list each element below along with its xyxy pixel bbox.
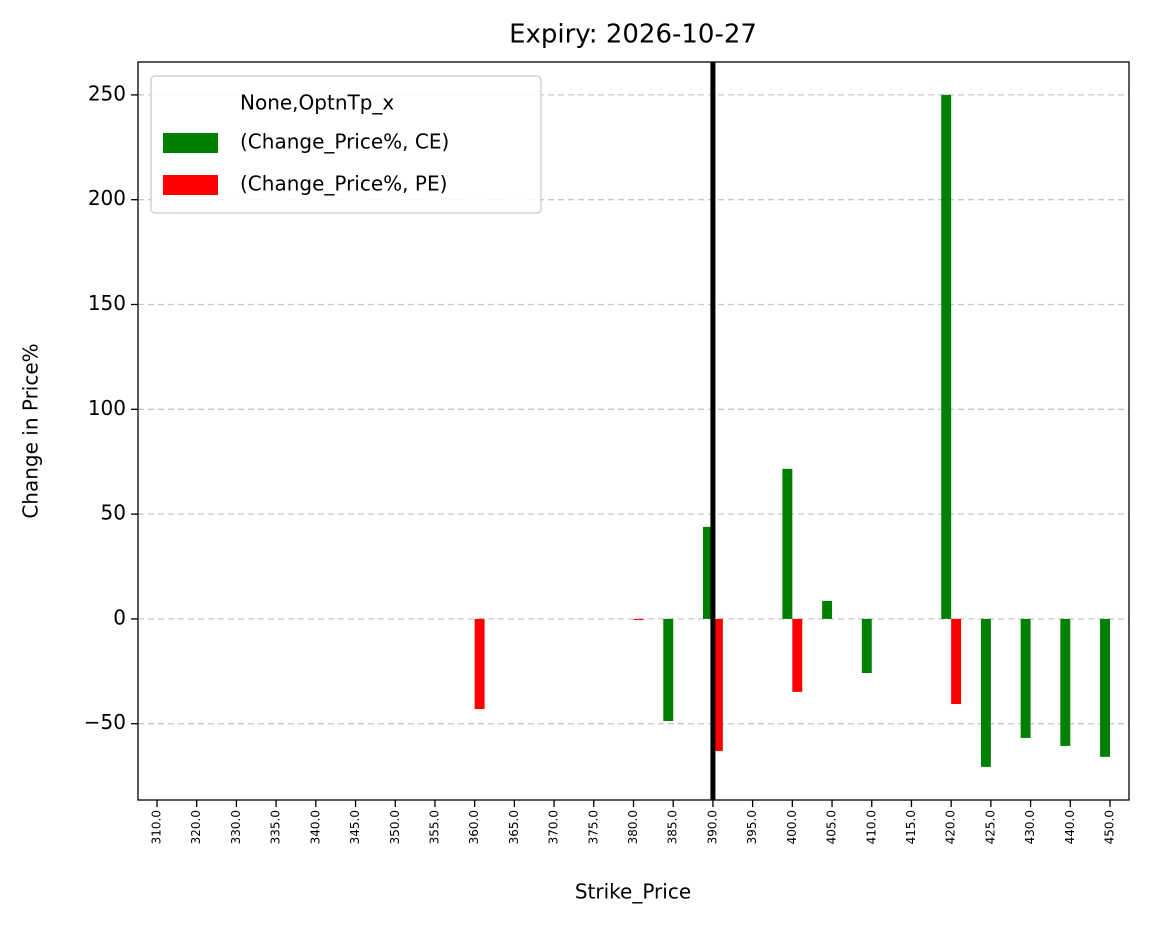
legend-swatch [163,175,218,195]
x-tick-label: 350.0 [388,810,402,844]
y-tick-label: 0 [113,605,126,629]
bar [792,618,803,692]
x-tick-label: 310.0 [150,810,164,844]
x-tick-label: 430.0 [1023,810,1037,844]
x-tick-label: 405.0 [825,810,839,844]
bar [782,468,793,619]
x-tick-label: 400.0 [785,810,799,844]
x-tick-label: 425.0 [983,810,997,844]
x-tick-label: 375.0 [586,810,600,844]
x-tick-label: 335.0 [269,810,283,844]
chart-title: Expiry: 2026-10-27 [509,20,757,50]
bar [1060,618,1071,746]
x-tick-label: 380.0 [626,810,640,844]
x-tick-label: 360.0 [467,810,481,844]
legend-box [150,75,542,214]
legend-label: (Change_Price%, CE) [240,130,449,154]
bar [663,618,674,721]
bar [1100,618,1110,757]
x-tick-label: 420.0 [944,810,958,844]
x-tick-label: 370.0 [547,810,561,844]
x-tick-label: 395.0 [745,810,759,844]
x-tick-label: 415.0 [904,810,918,844]
bar [980,618,991,767]
bar [951,618,962,705]
x-axis-label: Strike_Price [575,880,691,904]
x-tick-label: 340.0 [308,810,322,844]
x-tick-label: 450.0 [1103,810,1117,844]
bar [474,618,485,710]
legend-swatch [163,133,218,153]
x-tick-label: 320.0 [189,810,203,844]
y-tick-label: 100 [88,396,126,420]
axes-frame [137,61,1130,801]
bar [861,618,872,673]
x-tick-label: 390.0 [705,810,719,844]
y-tick-label: 250 [88,81,126,105]
y-tick-label: 200 [88,186,126,210]
x-tick-label: 365.0 [507,810,521,844]
y-tick-label: 150 [88,291,126,315]
x-tick-label: 355.0 [427,810,441,844]
y-tick-label: −50 [84,710,126,734]
y-tick-label: 50 [101,501,126,525]
y-axis-label: Change in Price% [19,343,43,518]
bar [1020,618,1031,738]
bar [702,526,713,619]
x-tick-label: 410.0 [864,810,878,844]
legend-title: None,OptnTp_x [240,91,394,115]
x-tick-label: 385.0 [666,810,680,844]
x-tick-label: 345.0 [348,810,362,844]
bar [633,618,644,620]
bar [941,94,952,619]
bar [712,618,723,751]
legend-label: (Change_Price%, PE) [240,172,447,196]
x-tick-label: 440.0 [1063,810,1077,844]
x-tick-label: 330.0 [229,810,243,844]
bar [822,600,833,619]
